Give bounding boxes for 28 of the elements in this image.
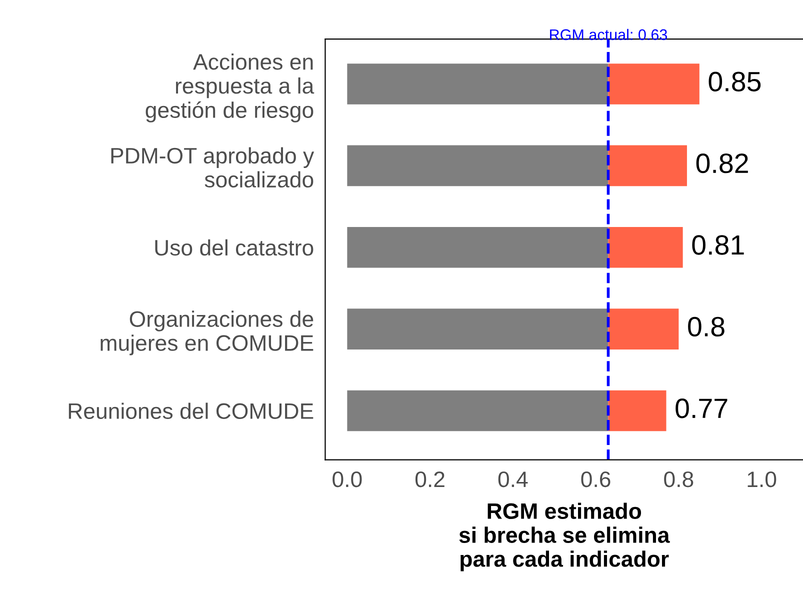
bar (347, 64, 608, 104)
total-label: 0.81 (692, 235, 744, 255)
x-tick-label: 0.0 (332, 471, 362, 488)
y-tick-label: Organizaciones de mujeres en COMUDE (100, 310, 314, 356)
total-label: 0.85 (708, 72, 761, 92)
bar (347, 390, 608, 432)
bar (608, 64, 700, 104)
x-tick-label: 0.6 (581, 471, 610, 488)
y-tick-label: Uso del catastro (155, 239, 314, 256)
y-tick-label: Reuniones del COMUDE (68, 402, 314, 420)
total-label: 0.77 (676, 398, 728, 418)
x-tick-label: 0.2 (415, 471, 444, 488)
x-tick-label: 1.0 (748, 471, 776, 488)
bar (608, 390, 666, 432)
bar (608, 226, 683, 268)
x-tick-label: 0.4 (498, 471, 528, 488)
x-axis-title: RGM estimado si brecha se elimina para cada indicador (459, 502, 670, 572)
total-label: 0.8 (688, 316, 724, 337)
x-tick-label: 0.8 (664, 471, 694, 488)
total-label: 0.82 (696, 153, 748, 174)
y-tick-label: PDM-OT aprobado y socializado (111, 147, 314, 188)
bar (608, 145, 687, 186)
bar (347, 226, 608, 268)
y-tick-label: Acciones en respuesta a la gestión de riesgo (146, 53, 314, 122)
bar (608, 308, 679, 350)
bar (347, 145, 608, 186)
bar (347, 308, 608, 350)
ref-line-label: RGM actual: 0.63 (550, 28, 668, 40)
